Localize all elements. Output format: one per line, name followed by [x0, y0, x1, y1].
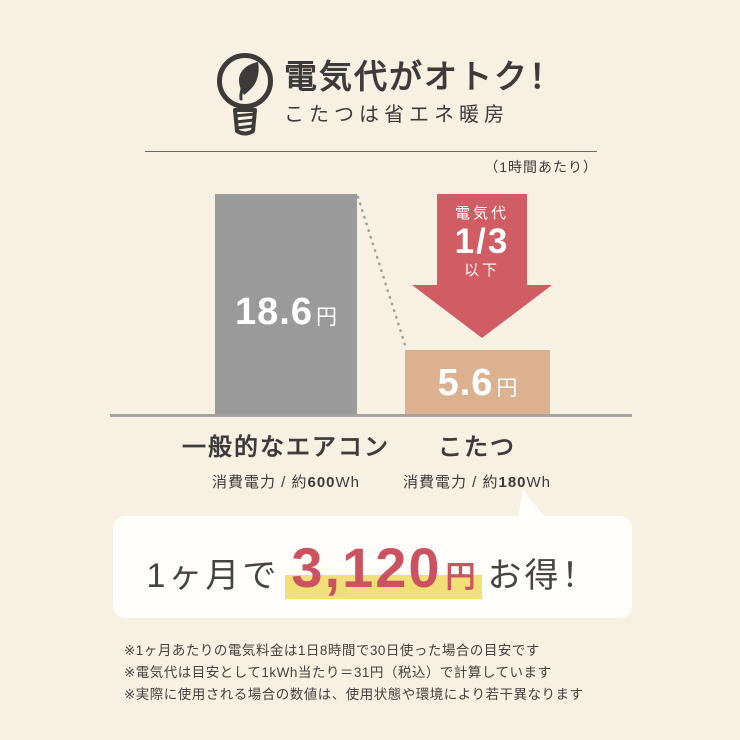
- category-aircon-name: 一般的なエアコン: [182, 434, 390, 461]
- bar-aircon: 18.6 円: [215, 194, 357, 416]
- savings-prefix: 1ヶ月で: [146, 556, 280, 595]
- bar-kotatsu-value: 5.6 円: [437, 361, 518, 404]
- footnote-3: ※実際に使用される場合の数値は、使用状態や環境により若干異なります: [124, 687, 584, 702]
- category-kotatsu-name: こたつ: [438, 434, 516, 461]
- category-kotatsu-power: 消費電力 / 約180Wh: [402, 474, 552, 491]
- arrow-label: 電気代 1/3 以下: [412, 202, 552, 280]
- savings-amount-wrap: 3,120 円: [285, 535, 482, 600]
- footnote-1: ※1ヶ月あたりの電気料金は1日8時間で30日使った場合の目安です: [124, 643, 540, 658]
- per-hour-note: （1時間あたり）: [484, 159, 598, 175]
- arrow-fraction: 1/3: [454, 222, 510, 261]
- arrow-label-bottom: 以下: [463, 261, 500, 279]
- leaf-lightbulb-icon: [206, 52, 284, 140]
- footnote-2: ※電気代は目安として1kWh当たり＝31円（税込）で計算しています: [124, 665, 552, 680]
- header-divider: [145, 151, 597, 152]
- bar-aircon-value: 18.6 円: [235, 290, 337, 333]
- yellow-highlight: [285, 574, 482, 599]
- category-kotatsu: こたつ 消費電力 / 約180Wh: [337, 427, 617, 492]
- dotted-guide-line: [356, 195, 408, 350]
- arrow-label-top: 電気代: [454, 205, 509, 222]
- savings-amount: 3,120: [291, 535, 442, 599]
- savings-suffix: お得！: [487, 556, 599, 595]
- callout-tail: [518, 490, 545, 517]
- footnotes: ※1ヶ月あたりの電気料金は1日8時間で30日使った場合の目安です ※電気代は目安…: [124, 640, 584, 706]
- savings-text: 1ヶ月で 3,120 円お得！: [146, 535, 598, 600]
- category-aircon: 一般的なエアコン 消費電力 / 約600Wh: [146, 427, 426, 492]
- savings-unit: 円: [445, 560, 476, 594]
- savings-callout: 1ヶ月で 3,120 円お得！: [113, 490, 632, 618]
- category-aircon-power: 消費電力 / 約600Wh: [211, 474, 361, 491]
- bar-kotatsu: 5.6 円: [405, 350, 550, 416]
- page-subtitle: こたつは省エネ暖房: [284, 104, 509, 126]
- chart-baseline: [110, 414, 632, 417]
- page-title: 電気代がオトク！: [284, 58, 564, 95]
